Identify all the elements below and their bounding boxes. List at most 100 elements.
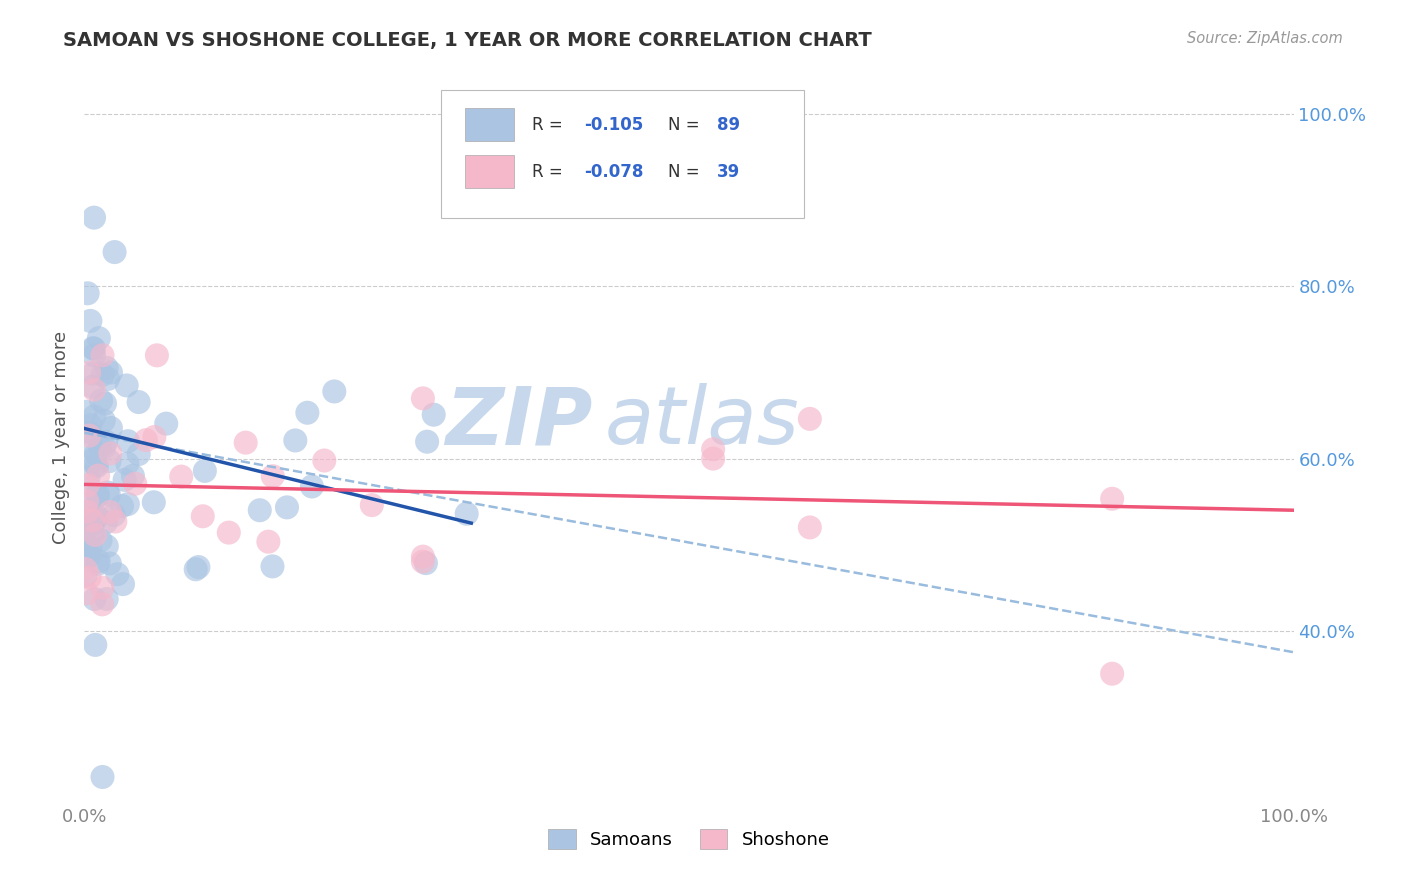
Point	[104, 515, 127, 529]
Point	[323, 384, 346, 399]
Point	[111, 499, 134, 513]
Point	[1101, 666, 1123, 681]
Point	[84, 509, 107, 524]
Point	[187, 560, 209, 574]
Point	[83, 211, 105, 225]
Text: R =: R =	[531, 116, 568, 134]
Text: SAMOAN VS SHOSHONE COLLEGE, 1 YEAR OR MORE CORRELATION CHART: SAMOAN VS SHOSHONE COLLEGE, 1 YEAR OR MO…	[63, 31, 872, 50]
Point	[75, 562, 97, 576]
Point	[77, 366, 100, 380]
Point	[96, 539, 118, 553]
Point	[416, 434, 439, 449]
Point	[84, 447, 107, 461]
Point	[104, 245, 127, 260]
Point	[100, 366, 122, 380]
Point	[76, 286, 98, 301]
Point	[155, 417, 177, 431]
Point	[114, 473, 136, 487]
Point	[84, 638, 107, 652]
Point	[76, 505, 98, 519]
Point	[90, 533, 112, 548]
Point	[235, 435, 257, 450]
Point	[194, 464, 217, 478]
Point	[84, 528, 107, 542]
Point	[111, 577, 134, 591]
Point	[96, 360, 118, 375]
Point	[262, 559, 284, 574]
Point	[103, 508, 125, 522]
Point	[412, 549, 434, 564]
Point	[96, 485, 118, 500]
Point	[91, 770, 114, 784]
Text: atlas: atlas	[605, 384, 799, 461]
Point	[98, 505, 121, 519]
Point	[82, 514, 104, 528]
Point	[97, 372, 120, 386]
Point	[1101, 491, 1123, 506]
Point	[79, 428, 101, 442]
Point	[82, 341, 104, 355]
Point	[87, 489, 110, 503]
Point	[170, 469, 193, 483]
Point	[702, 451, 724, 466]
Point	[100, 421, 122, 435]
Point	[75, 568, 97, 582]
Point	[96, 591, 118, 606]
Point	[87, 468, 110, 483]
Point	[83, 348, 105, 362]
Point	[94, 434, 117, 449]
Point	[117, 434, 139, 449]
Point	[83, 409, 105, 424]
Y-axis label: College, 1 year or more: College, 1 year or more	[52, 331, 70, 543]
Point	[284, 434, 307, 448]
Point	[90, 393, 112, 408]
Point	[77, 425, 100, 440]
Point	[80, 440, 103, 454]
Point	[83, 452, 105, 467]
Text: Source: ZipAtlas.com: Source: ZipAtlas.com	[1187, 31, 1343, 46]
Point	[93, 414, 115, 428]
Point	[456, 507, 478, 521]
Point	[218, 525, 240, 540]
Point	[98, 454, 121, 468]
Point	[75, 405, 97, 419]
Point	[79, 418, 101, 433]
Text: -0.078: -0.078	[583, 163, 643, 181]
Point	[76, 586, 98, 600]
Point	[297, 406, 319, 420]
Point	[97, 488, 120, 502]
Point	[105, 567, 128, 582]
Point	[301, 479, 323, 493]
Point	[117, 497, 139, 511]
Point	[94, 516, 117, 530]
Point	[412, 555, 434, 569]
FancyBboxPatch shape	[465, 155, 513, 188]
Point	[276, 500, 298, 515]
Point	[79, 314, 101, 328]
Point	[94, 396, 117, 410]
Point	[84, 512, 107, 526]
Text: R =: R =	[531, 163, 568, 181]
Point	[79, 541, 101, 555]
Point	[76, 494, 98, 508]
Point	[115, 378, 138, 392]
Text: 89: 89	[717, 116, 740, 134]
Point	[128, 395, 150, 409]
Point	[87, 331, 110, 345]
Point	[360, 498, 382, 512]
Point	[87, 487, 110, 501]
Point	[79, 511, 101, 525]
Point	[82, 380, 104, 394]
Point	[98, 446, 121, 460]
Point	[76, 478, 98, 492]
Text: 39: 39	[717, 163, 740, 181]
Point	[82, 526, 104, 541]
Point	[122, 468, 145, 483]
Text: N =: N =	[668, 116, 706, 134]
Text: -0.105: -0.105	[583, 116, 643, 134]
Point	[146, 348, 169, 362]
Point	[91, 581, 114, 595]
Point	[412, 392, 434, 406]
Point	[702, 442, 724, 457]
Point	[75, 519, 97, 533]
